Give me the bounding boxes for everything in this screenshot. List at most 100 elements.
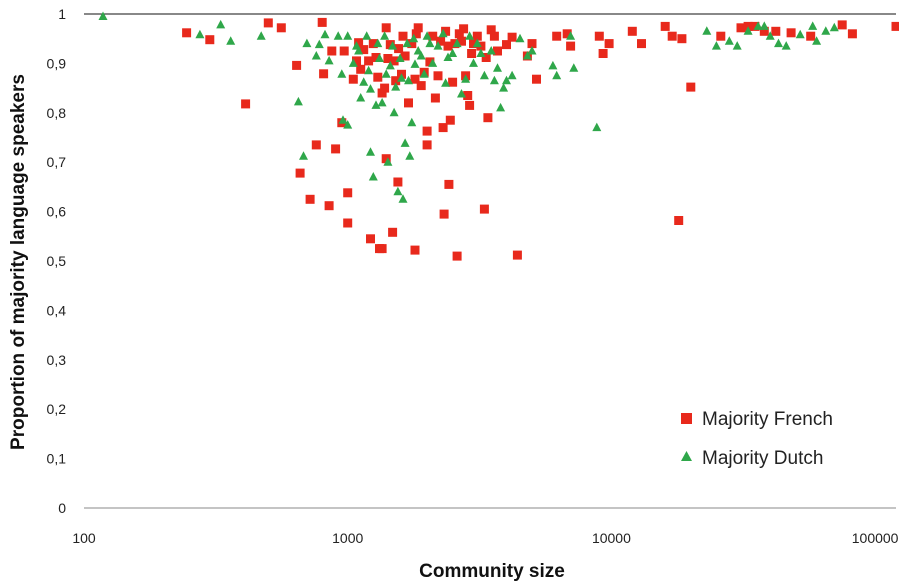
point-majority-dutch (311, 51, 321, 60)
point-majority-french (410, 74, 420, 84)
point-majority-dutch (404, 75, 413, 85)
point-majority-french (566, 41, 576, 51)
point-majority-french (368, 39, 378, 49)
point-majority-dutch (226, 36, 236, 45)
point-majority-french (459, 24, 469, 34)
x-axis-ticks: 100 1000 10000 100000 (72, 530, 898, 546)
y-tick-label: 0,4 (47, 302, 67, 318)
point-majority-french (371, 53, 381, 62)
point-majority-french (381, 23, 391, 33)
point-majority-dutch (592, 122, 602, 132)
point-majority-french (716, 31, 726, 41)
point-majority-french (552, 31, 562, 41)
point-majority-french (686, 82, 696, 92)
point-majority-french (439, 209, 449, 219)
point-majority-dutch (405, 151, 415, 160)
point-majority-french (502, 40, 511, 50)
legend-marker-majority-dutch (681, 451, 692, 461)
point-majority-dutch (195, 29, 205, 39)
point-majority-dutch (476, 48, 486, 57)
y-tick-label: 0,7 (47, 154, 67, 170)
point-majority-french (441, 26, 451, 36)
point-majority-french (292, 60, 302, 70)
point-majority-dutch (388, 41, 398, 50)
point-majority-dutch (366, 147, 375, 156)
point-majority-dutch (433, 41, 443, 50)
point-majority-dutch (256, 31, 266, 40)
x-tick-label: 100000 (852, 530, 899, 546)
point-majority-french (532, 74, 541, 84)
point-majority-french (348, 74, 358, 84)
point-majority-french (493, 46, 502, 56)
point-majority-dutch (337, 69, 347, 78)
point-majority-french (383, 54, 393, 63)
plot-area (84, 13, 896, 509)
point-majority-french (311, 140, 321, 150)
point-majority-dutch (452, 38, 462, 48)
x-tick-label: 100 (72, 530, 96, 546)
point-majority-french (400, 51, 410, 61)
point-majority-french (359, 45, 369, 55)
point-majority-dutch (486, 46, 496, 55)
point-majority-dutch (410, 59, 420, 68)
point-majority-french (416, 81, 426, 91)
point-majority-dutch (293, 96, 303, 106)
y-axis-title: Proportion of majority language speakers (8, 74, 29, 450)
point-majority-dutch (380, 31, 390, 40)
point-majority-french (410, 245, 420, 255)
point-majority-french (407, 39, 417, 49)
point-majority-french (428, 31, 438, 41)
point-majority-dutch (489, 75, 499, 85)
point-majority-dutch (522, 51, 532, 60)
point-majority-dutch (425, 38, 435, 48)
point-majority-french (425, 57, 435, 67)
point-majority-dutch (393, 186, 403, 196)
point-majority-french (354, 38, 364, 48)
x-tick-label: 10000 (592, 530, 631, 546)
point-majority-french (598, 49, 608, 58)
point-majority-dutch (753, 21, 763, 30)
point-majority-dutch (362, 31, 372, 40)
point-majority-french (444, 179, 454, 189)
point-majority-french (448, 77, 458, 87)
y-axis-ticks: 0 0,1 0,2 0,3 0,4 0,5 0,6 0,7 0,8 0,9 1 (47, 6, 67, 516)
point-majority-french (381, 154, 391, 164)
point-majority-french (319, 69, 329, 79)
point-majority-dutch (385, 60, 395, 70)
point-majority-dutch (566, 31, 576, 40)
point-majority-french (413, 23, 423, 33)
point-majority-dutch (302, 38, 312, 48)
point-majority-dutch (375, 53, 384, 62)
point-majority-dutch (552, 70, 562, 80)
point-majority-dutch (407, 117, 417, 127)
point-majority-french (404, 98, 413, 108)
point-majority-dutch (428, 58, 438, 67)
point-majority-dutch (343, 31, 353, 40)
point-majority-french (507, 32, 517, 42)
point-majority-dutch (348, 58, 358, 67)
point-majority-dutch (441, 78, 451, 87)
point-majority-dutch (507, 70, 517, 80)
point-majority-french (445, 115, 455, 125)
point-majority-french (377, 88, 387, 98)
point-majority-dutch (765, 31, 775, 40)
point-majority-dutch (391, 82, 401, 91)
point-majority-french (465, 100, 475, 110)
point-majority-french (512, 250, 522, 260)
point-majority-dutch (98, 11, 108, 20)
point-majority-french (366, 234, 375, 244)
point-majority-dutch (569, 63, 579, 72)
point-majority-dutch (502, 75, 511, 85)
point-majority-french (481, 53, 491, 62)
y-tick-label: 0,5 (47, 253, 67, 269)
point-majority-french (486, 25, 496, 35)
point-majority-dutch (515, 33, 525, 43)
point-majority-dutch (395, 53, 405, 62)
legend-label-majority-french: Majority French (702, 409, 833, 430)
point-majority-dutch (829, 22, 839, 32)
y-tick-label: 0 (58, 500, 66, 516)
point-majority-french (389, 56, 399, 66)
point-majority-french (339, 46, 349, 56)
point-majority-dutch (422, 31, 432, 40)
